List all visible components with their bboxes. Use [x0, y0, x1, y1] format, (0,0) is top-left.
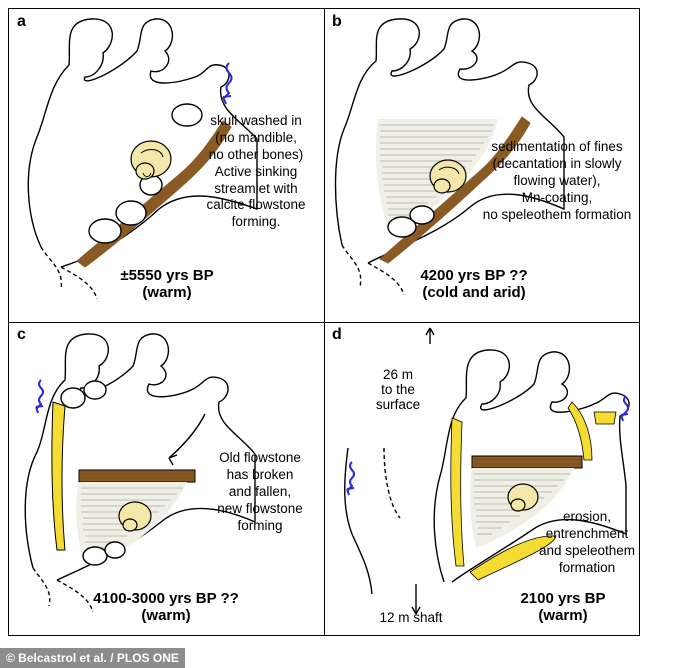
- panel-d-description: erosion,entrenchmentand speleothemformat…: [535, 509, 639, 577]
- panel-d: d 26 mto thesurface 12 m shaft erosion,e…: [324, 322, 639, 635]
- panel-d-label: d: [332, 326, 342, 344]
- panel-grid: a skull washed in(no mandible,no other b…: [8, 8, 640, 636]
- panel-c-label: c: [17, 326, 26, 344]
- panel-a-time: ±5550 yrs BP (warm): [97, 267, 237, 301]
- panel-b-time: 4200 yrs BP ?? (cold and arid): [394, 267, 554, 301]
- panel-d-surface-annot: 26 mto thesurface: [368, 367, 428, 412]
- panel-d-climate: (warm): [538, 607, 587, 624]
- panel-b-climate: (cold and arid): [422, 284, 525, 301]
- panel-a-description: skull washed in(no mandible,no other bon…: [192, 113, 320, 231]
- panel-b: b sedimentation of fines(decantation in …: [324, 9, 639, 322]
- panel-b-label: b: [332, 13, 342, 31]
- panel-b-time-label: 4200 yrs BP ??: [420, 267, 527, 284]
- panel-d-shaft-annot: 12 m shaft: [371, 610, 451, 625]
- panel-c-description: Old flowstonehas brokenand fallen,new fl…: [202, 450, 318, 534]
- credit-badge: © Belcastrol et al. / PLOS ONE: [0, 648, 185, 668]
- panel-c-climate: (warm): [141, 607, 190, 624]
- panel-a-time-label: ±5550 yrs BP: [120, 267, 213, 284]
- panel-d-time-label: 2100 yrs BP: [520, 590, 605, 607]
- panel-a: a skull washed in(no mandible,no other b…: [9, 9, 324, 322]
- panel-c-time-label: 4100-3000 yrs BP ??: [93, 590, 239, 607]
- panel-c-time: 4100-3000 yrs BP ?? (warm): [71, 590, 261, 624]
- panel-d-time: 2100 yrs BP (warm): [498, 590, 628, 624]
- panel-a-climate: (warm): [142, 284, 191, 301]
- panel-a-label: a: [17, 13, 26, 31]
- panel-b-description: sedimentation of fines(decantation in sl…: [477, 139, 637, 223]
- panel-c: c Old flowstonehas brokenand fallen,new …: [9, 322, 324, 635]
